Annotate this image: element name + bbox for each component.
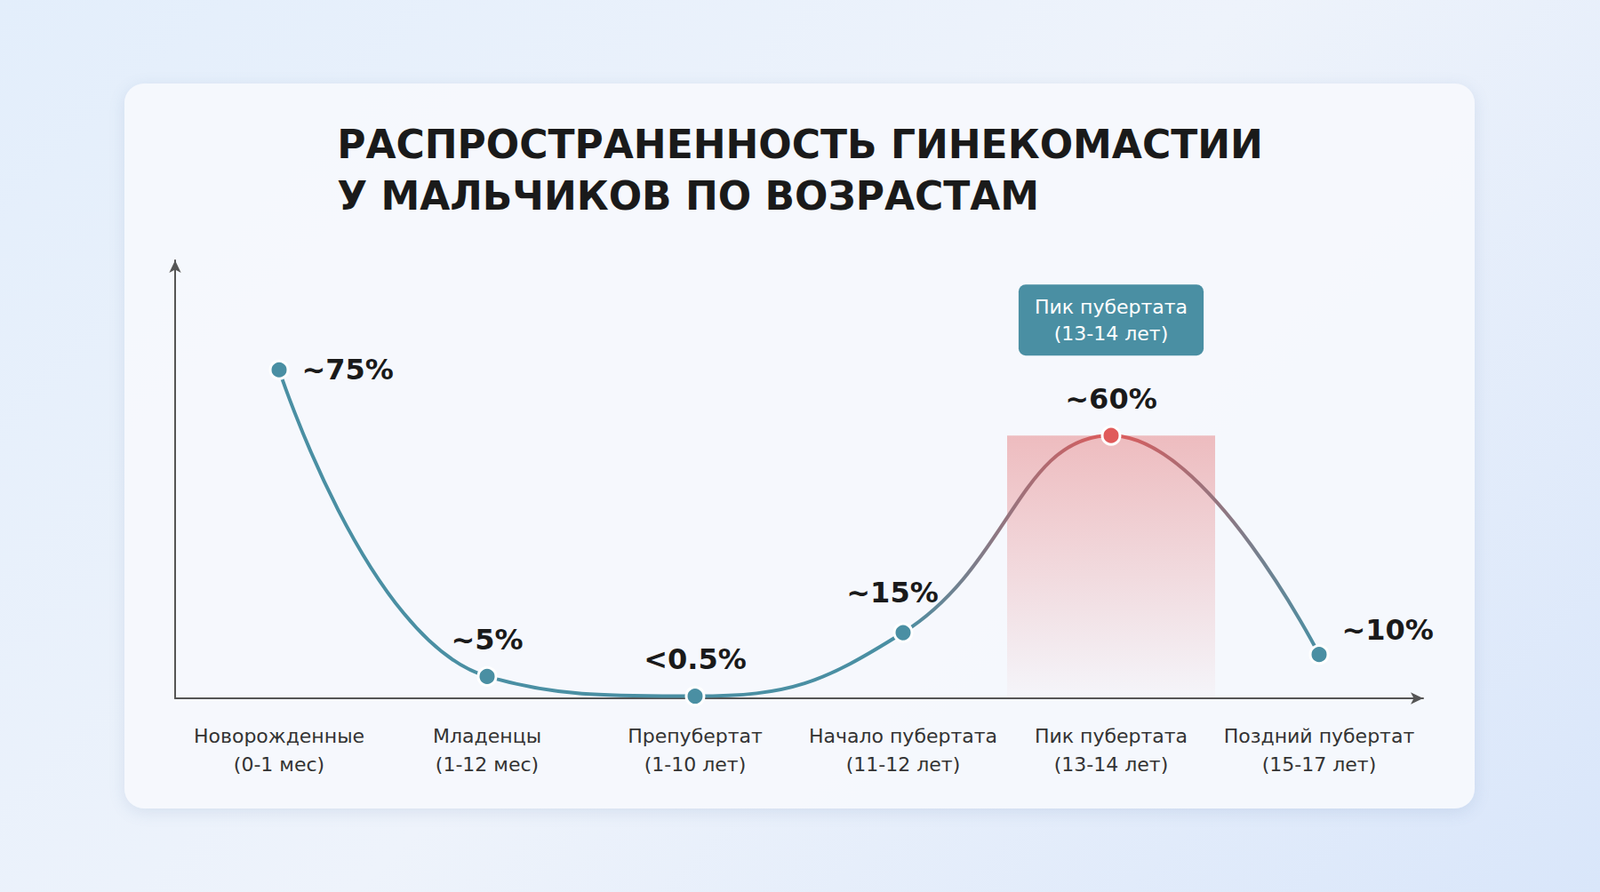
svg-text:Начало пубертата: Начало пубертата [808, 725, 998, 748]
svg-text:Поздний пубертат: Поздний пубертат [1224, 725, 1416, 748]
svg-text:Пик пубертата: Пик пубертата [1034, 725, 1188, 748]
svg-text:(13-14 лет): (13-14 лет) [1054, 322, 1169, 345]
svg-text:РАСПРОСТРАНЕННОСТЬ ГИНЕКОМАСТИ: РАСПРОСТРАНЕННОСТЬ ГИНЕКОМАСТИИ [336, 121, 1264, 168]
svg-text:(15-17 лет): (15-17 лет) [1262, 753, 1377, 776]
svg-text:У МАЛЬЧИКОВ ПО ВОЗРАСТАМ: У МАЛЬЧИКОВ ПО ВОЗРАСТАМ [336, 173, 1040, 219]
svg-text:~60%: ~60% [1064, 382, 1157, 416]
svg-text:~5%: ~5% [450, 623, 523, 657]
svg-text:~75%: ~75% [302, 352, 394, 387]
svg-text:(13-14 лет): (13-14 лет) [1054, 753, 1169, 776]
svg-text:(11-12 лет): (11-12 лет) [846, 753, 961, 776]
svg-text:Младенцы: Младенцы [432, 725, 542, 748]
svg-text:(1-12 мес): (1-12 мес) [435, 753, 539, 776]
svg-text:Препубертат: Препубертат [627, 725, 763, 748]
svg-text:Пик пубертата: Пик пубертата [1034, 296, 1188, 319]
svg-text:<0.5%: <0.5% [643, 642, 747, 677]
svg-text:(1-10 лет): (1-10 лет) [644, 753, 747, 776]
svg-text:(0-1 мес): (0-1 мес) [233, 753, 325, 776]
svg-text:~15%: ~15% [846, 576, 938, 610]
svg-text:Новорожденные: Новорожденные [193, 725, 365, 748]
svg-text:~10%: ~10% [1342, 613, 1434, 648]
